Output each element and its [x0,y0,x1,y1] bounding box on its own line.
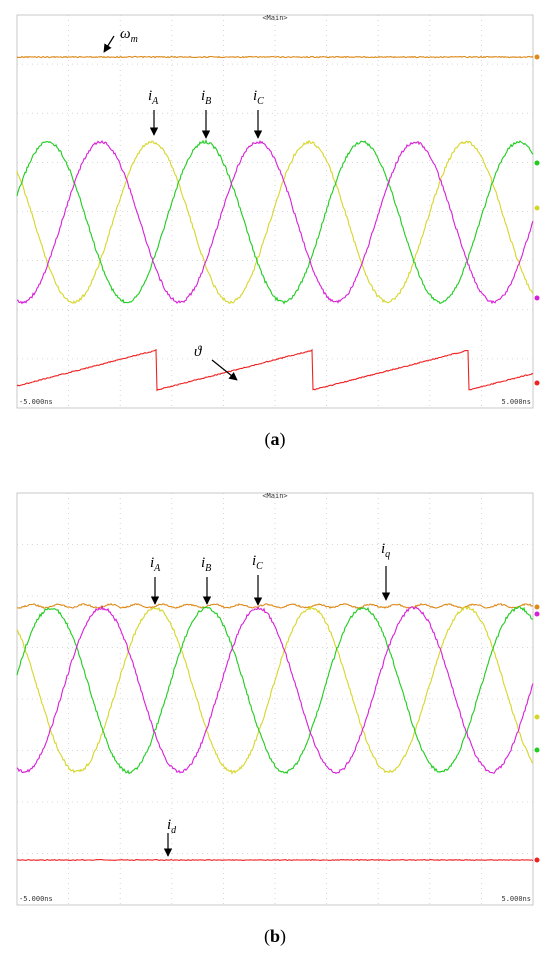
channel-marker [534,160,540,166]
channel-marker [534,604,540,610]
label-sub: A [151,96,159,107]
caption-part: b [270,926,280,946]
channel-marker [534,857,540,863]
trace [16,605,534,775]
channel-marker [534,54,540,60]
label-sub: B [205,96,211,107]
trace [16,858,534,862]
trace-label: ωm [120,26,138,45]
label-symbol: i [201,555,205,571]
trace [16,139,534,305]
trace-label: iC [252,553,263,572]
label-sub: C [257,96,264,107]
arrow [211,359,238,381]
label-symbol: i [150,555,154,571]
screen-header: <Main> [262,14,287,22]
caption-part: a [271,429,280,449]
label-sub: d [171,825,177,836]
trace-label: iB [201,88,211,107]
channel-marker [534,714,540,720]
label-symbol: i [253,88,257,104]
channel-marker [534,611,540,617]
label-symbol: i [252,553,256,569]
label-sub: q [385,549,390,560]
screen-frame [16,14,534,409]
label-symbol: i [201,88,205,104]
caption-part: ( [265,429,271,450]
label-symbol: i [381,541,385,557]
trace [16,604,534,775]
caption-part: ) [280,926,286,947]
trace [16,348,534,392]
label-symbol: i [148,88,152,104]
trace [16,602,534,610]
channel-marker [534,295,540,301]
label-symbol: ϑ [194,344,203,360]
caption: (a) [265,429,286,450]
trace-label: iA [150,555,161,574]
time-start: -5.000ns [19,398,53,406]
caption-part: ( [264,926,270,947]
trace-label: ϑ [194,344,203,360]
trace [16,55,534,59]
trace-label: iq [381,541,390,560]
label-sub: m [131,34,138,45]
trace [16,139,534,304]
label-sub: A [153,563,161,574]
caption-part: ) [280,429,286,450]
time-end: 5.000ns [501,398,531,406]
screen-header: <Main> [262,492,287,500]
label-symbol: ω [120,26,131,42]
channel-marker [534,747,540,753]
trace-label: id [167,817,177,836]
label-sub: C [256,561,263,572]
trace-label: iC [253,88,264,107]
trace [16,139,534,305]
trace-label: iA [148,88,159,107]
label-sub: B [205,563,211,574]
arrow [103,35,115,53]
channel-marker [534,205,540,211]
label-symbol: i [167,817,171,833]
channel-marker [534,380,540,386]
caption: (b) [264,926,286,947]
time-start: -5.000ns [19,895,53,903]
trace-label: iB [201,555,211,574]
time-end: 5.000ns [501,895,531,903]
